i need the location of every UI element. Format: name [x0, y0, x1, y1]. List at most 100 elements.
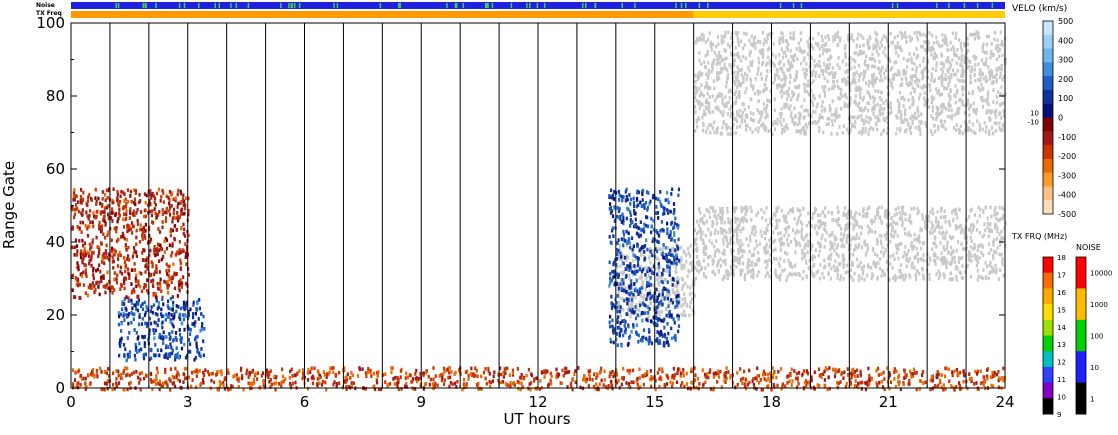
data-cell: [670, 278, 673, 282]
data-cell: [958, 106, 961, 111]
data-cell: [677, 281, 680, 285]
data-cell: [900, 96, 903, 101]
data-cell: [866, 207, 869, 211]
data-cell: [119, 338, 122, 342]
data-cell: [729, 237, 732, 242]
data-cell: [776, 275, 779, 279]
data-cell: [965, 235, 969, 240]
data-cell: [971, 227, 975, 232]
data-cell: [671, 381, 675, 386]
data-cell: [885, 39, 889, 43]
data-cell: [970, 66, 974, 70]
data-cell: [779, 120, 782, 124]
data-cell: [698, 51, 701, 55]
data-cell: [722, 241, 725, 246]
data-cell: [945, 39, 948, 44]
data-cell: [432, 366, 435, 370]
data-cell: [656, 266, 659, 270]
data-cell: [711, 208, 715, 213]
data-cell: [169, 367, 172, 371]
data-cell: [122, 279, 126, 284]
data-cell: [570, 384, 573, 388]
data-cell: [805, 261, 808, 265]
data-cell: [811, 264, 814, 269]
data-cell: [98, 292, 101, 297]
data-cell: [963, 373, 966, 378]
data-cell: [819, 219, 822, 223]
data-cell: [626, 268, 630, 273]
data-cell: [948, 234, 951, 239]
data-cell: [105, 205, 109, 210]
data-cell: [178, 379, 182, 383]
data-cell: [998, 54, 1001, 59]
data-cell: [781, 382, 785, 387]
data-cell: [139, 387, 142, 392]
data-cell: [953, 93, 956, 97]
data-cell: [103, 219, 106, 223]
data-cell: [690, 380, 693, 385]
data-cell: [868, 79, 871, 84]
data-cell: [796, 97, 799, 102]
data-cell: [674, 265, 678, 270]
data-cell: [900, 272, 903, 277]
data-cell: [165, 380, 168, 384]
data-cell: [76, 249, 79, 253]
data-cell: [288, 375, 291, 380]
data-cell: [939, 215, 942, 220]
data-cell: [909, 116, 912, 121]
data-cell: [987, 251, 991, 256]
data-cell: [876, 127, 879, 132]
data-cell: [672, 366, 675, 371]
data-cell: [755, 378, 758, 382]
data-cell: [192, 300, 195, 305]
data-cell: [104, 285, 107, 290]
data-cell: [975, 111, 978, 116]
data-cell: [849, 252, 852, 257]
data-cell: [193, 370, 196, 374]
data-cell: [822, 130, 825, 135]
data-cell: [564, 366, 567, 371]
data-cell: [734, 46, 737, 50]
data-cell: [230, 384, 233, 388]
data-cell: [1001, 53, 1004, 58]
data-cell: [984, 79, 988, 84]
data-cell: [600, 378, 603, 383]
data-cell: [818, 383, 821, 388]
data-cell: [947, 75, 950, 80]
data-cell: [905, 373, 908, 378]
data-cell: [124, 243, 127, 247]
data-cell: [836, 222, 839, 226]
data-cell: [370, 374, 373, 378]
data-cell: [916, 237, 919, 241]
data-cell: [627, 308, 630, 312]
data-cell: [734, 131, 737, 135]
data-cell: [71, 227, 74, 231]
data-cell: [874, 30, 877, 35]
data-cell: [776, 225, 779, 229]
data-cell: [640, 284, 643, 288]
data-cell: [149, 189, 152, 193]
data-cell: [144, 214, 147, 219]
data-cell: [125, 202, 128, 206]
data-cell: [807, 52, 810, 57]
data-cell: [634, 295, 637, 299]
data-cell: [789, 208, 792, 213]
data-cell: [916, 206, 919, 211]
data-cell: [850, 66, 853, 71]
noise-bar-label: Noise: [36, 2, 55, 9]
data-cell: [173, 236, 176, 241]
data-cell: [865, 250, 868, 254]
data-cell: [99, 366, 102, 371]
data-cell: [983, 233, 986, 238]
data-cell: [998, 121, 1001, 126]
data-cell: [170, 307, 173, 311]
data-cell: [1001, 216, 1005, 221]
data-cell: [876, 277, 879, 281]
data-cell: [849, 128, 852, 132]
data-cell: [947, 367, 950, 372]
data-cell: [907, 259, 910, 263]
data-cell: [843, 228, 847, 232]
data-cell: [951, 373, 954, 378]
data-cell: [903, 129, 907, 134]
data-cell: [749, 111, 752, 115]
